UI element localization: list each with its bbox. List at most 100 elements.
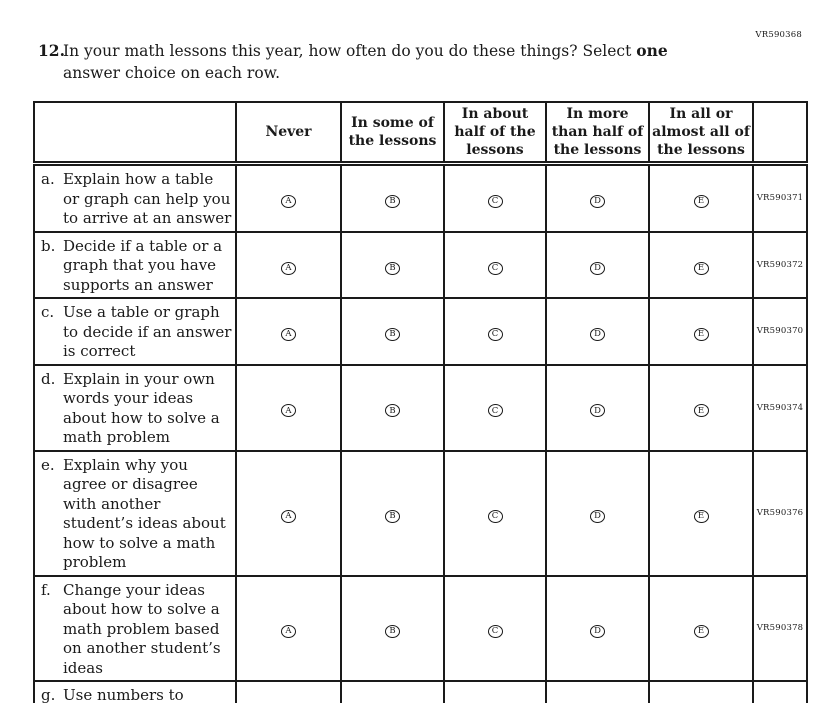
option-cell: C xyxy=(443,449,547,577)
row-code: VR590372 xyxy=(752,230,808,299)
option-cell: A xyxy=(235,363,342,452)
row-statement: a. Explain how a table or graph can help… xyxy=(33,162,237,233)
row-letter: c. xyxy=(41,303,55,321)
option-bubble-c[interactable]: C xyxy=(487,328,503,342)
question-bold-word: one xyxy=(636,41,668,60)
option-cell: D xyxy=(545,230,650,299)
option-bubble-d[interactable]: D xyxy=(590,195,605,209)
option-bubble-b[interactable]: B xyxy=(385,328,400,342)
column-header-some: In some of the lessons xyxy=(340,101,445,166)
statement-column-header xyxy=(33,101,237,166)
option-bubble-c[interactable]: C xyxy=(487,261,503,275)
option-bubble-a[interactable]: A xyxy=(281,509,296,523)
option-cell: B xyxy=(340,230,445,299)
option-bubble-c[interactable]: C xyxy=(487,404,503,418)
option-cell: A xyxy=(235,449,342,577)
row-letter: a. xyxy=(41,170,55,188)
question-number: 12. xyxy=(38,41,65,60)
table-row-d: d. Explain in your own words your ideas … xyxy=(33,363,808,452)
option-bubble-e[interactable]: E xyxy=(693,195,709,209)
row-letter: g. xyxy=(41,686,56,703)
row-code: VR590376 xyxy=(752,449,808,577)
row-letter: d. xyxy=(41,369,56,388)
row-statement: g. Use numbers to convince another stude… xyxy=(33,680,237,703)
row-statement-text: Explain why you agree or disagree with a… xyxy=(63,455,226,572)
option-cell: C xyxy=(443,162,547,233)
option-bubble-e[interactable]: E xyxy=(693,328,709,342)
column-header-more-than-half: In more than half of the lessons xyxy=(545,101,650,166)
row-statement: c. Use a table or graph to decide if an … xyxy=(33,297,237,366)
row-code: VR590378 xyxy=(752,574,808,682)
option-bubble-b[interactable]: B xyxy=(385,261,400,275)
option-bubble-a[interactable]: A xyxy=(281,625,296,639)
option-cell: E xyxy=(648,363,754,452)
option-bubble-a[interactable]: A xyxy=(281,261,296,275)
table-row-a: a. Explain how a table or graph can help… xyxy=(33,162,808,233)
option-bubble-d[interactable]: D xyxy=(590,328,605,342)
option-cell: A xyxy=(235,297,342,366)
row-statement-text: Explain in your own words your ideas abo… xyxy=(63,369,220,447)
option-cell: B xyxy=(340,680,445,703)
option-cell: E xyxy=(648,162,754,233)
column-header-all: In all or almost all of the lessons xyxy=(648,101,754,166)
option-cell: C xyxy=(443,574,547,682)
option-cell: E xyxy=(648,297,754,366)
row-statement: f. Change your ideas about how to solve … xyxy=(33,574,237,682)
row-statement-text: Use a table or graph to decide if an ans… xyxy=(63,303,232,360)
option-cell: E xyxy=(648,230,754,299)
option-cell: A xyxy=(235,574,342,682)
row-statement-text: Decide if a table or a graph that you ha… xyxy=(63,236,223,294)
row-letter: b. xyxy=(41,236,56,255)
row-code: VR590379 xyxy=(752,680,808,703)
option-cell: D xyxy=(545,363,650,452)
column-header-about-half: In about half of the lessons xyxy=(443,101,547,166)
option-bubble-e[interactable]: E xyxy=(693,509,709,523)
frequency-table: Never In some of the lessons In about ha… xyxy=(33,101,808,703)
option-bubble-d[interactable]: D xyxy=(590,404,605,418)
row-letter: e. xyxy=(41,455,55,474)
row-code: VR590370 xyxy=(752,297,808,366)
row-code: VR590374 xyxy=(752,363,808,452)
table-row-g: g. Use numbers to convince another stude… xyxy=(33,680,808,703)
option-bubble-e[interactable]: E xyxy=(693,261,709,275)
option-bubble-b[interactable]: B xyxy=(385,195,400,209)
question-text-end: answer choice on each row. xyxy=(63,64,281,82)
table-row-b: b. Decide if a table or a graph that you… xyxy=(33,230,808,299)
option-bubble-c[interactable]: C xyxy=(487,625,503,639)
option-bubble-c[interactable]: C xyxy=(487,195,503,209)
option-cell: D xyxy=(545,162,650,233)
option-cell: A xyxy=(235,162,342,233)
page-code: VR590368 xyxy=(755,30,802,40)
option-bubble-c[interactable]: C xyxy=(487,509,503,523)
option-cell: B xyxy=(340,574,445,682)
option-bubble-e[interactable]: E xyxy=(693,404,709,418)
option-bubble-b[interactable]: B xyxy=(385,404,400,418)
option-cell: D xyxy=(545,574,650,682)
code-column-header xyxy=(752,101,808,166)
option-bubble-b[interactable]: B xyxy=(385,625,400,639)
row-statement-text: Use numbers to convince another student … xyxy=(63,686,184,703)
option-bubble-b[interactable]: B xyxy=(385,509,400,523)
option-bubble-a[interactable]: A xyxy=(281,195,296,209)
option-cell: D xyxy=(545,297,650,366)
option-cell: E xyxy=(648,680,754,703)
option-bubble-d[interactable]: D xyxy=(590,625,605,639)
option-cell: A xyxy=(235,230,342,299)
option-cell: A xyxy=(235,680,342,703)
option-bubble-d[interactable]: D xyxy=(590,509,605,523)
option-cell: C xyxy=(443,297,547,366)
row-statement: d. Explain in your own words your ideas … xyxy=(33,363,237,452)
option-bubble-a[interactable]: A xyxy=(281,328,296,342)
row-statement-text: Change your ideas about how to solve a m… xyxy=(63,580,221,677)
option-bubble-a[interactable]: A xyxy=(281,404,296,418)
row-statement-text: Explain how a table or graph can help yo… xyxy=(63,170,232,227)
column-header-never: Never xyxy=(235,101,342,166)
table-row-c: c. Use a table or graph to decide if an … xyxy=(33,297,808,366)
row-letter: f. xyxy=(41,580,51,599)
option-cell: D xyxy=(545,449,650,577)
header-row: Never In some of the lessons In about ha… xyxy=(33,101,808,166)
option-cell: E xyxy=(648,574,754,682)
option-bubble-d[interactable]: D xyxy=(590,261,605,275)
option-bubble-e[interactable]: E xyxy=(693,625,709,639)
